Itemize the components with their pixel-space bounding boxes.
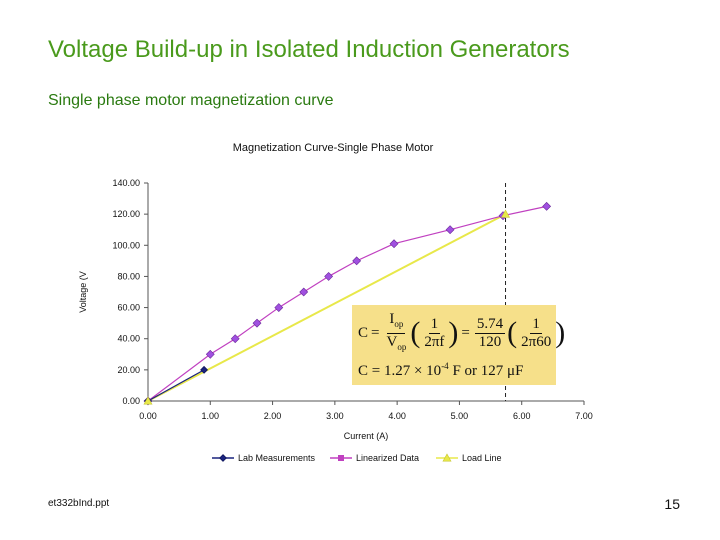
formula-2pi60: 2π60 xyxy=(521,333,552,350)
y-tick-label: 40.00 xyxy=(117,334,140,344)
series-lab-line xyxy=(147,369,205,402)
formula-v-sub: op xyxy=(397,341,407,352)
formula-equals: = xyxy=(371,324,380,341)
formula-lhs: C xyxy=(358,324,369,341)
x-tick-label: 1.00 xyxy=(202,411,220,421)
y-tick-label: 20.00 xyxy=(117,365,140,375)
legend-linearized-data-text: Linearized Data xyxy=(356,453,419,463)
x-tick-label: 6.00 xyxy=(513,411,531,421)
formula-result-tail: F or 127 μF xyxy=(448,363,524,379)
linearized-point xyxy=(352,256,362,266)
legend-load-line-text: Load Line xyxy=(462,453,502,463)
formula-one-2: 1 xyxy=(530,315,542,334)
x-axis-label: Current (A) xyxy=(344,431,389,441)
lab-point xyxy=(200,365,208,374)
formula-i-sub: op xyxy=(394,318,404,329)
y-tick-label: 80.00 xyxy=(117,271,140,281)
linearized-point xyxy=(324,272,334,281)
formula-i-over-v: Iop Vop xyxy=(384,311,408,356)
formula-2pif: 2πf xyxy=(424,333,445,350)
linearized-point xyxy=(274,303,284,312)
linearized-point xyxy=(205,349,215,359)
y-tick-label: 0.00 xyxy=(122,396,140,406)
capacitance-formula-box: C = Iop Vop ( 1 2πf ) = 5.74 120 ( 1 2π6… xyxy=(352,305,565,385)
chart-title: Magnetization Curve-Single Phase Motor xyxy=(233,142,434,154)
formula-v: V xyxy=(386,333,398,350)
formula-den-val: 120 xyxy=(478,333,502,350)
formula-i: I xyxy=(389,310,395,327)
linearized-point xyxy=(445,225,455,235)
x-tick-label: 0.00 xyxy=(139,411,157,421)
linearized-point xyxy=(389,239,399,249)
formula-result-head: C = 1.27 × 10 xyxy=(358,363,442,379)
page-number: 15 xyxy=(664,496,680,512)
legend-lab-measurements-text: Lab Measurements xyxy=(238,453,316,463)
legend-linearized-data-marker xyxy=(338,455,344,461)
linearized-point xyxy=(299,287,309,297)
x-tick-label: 7.00 xyxy=(575,411,593,421)
y-tick-label: 140.00 xyxy=(112,178,140,188)
load-line-point xyxy=(501,209,511,218)
linearized-point xyxy=(252,318,262,328)
formula-one: 1 xyxy=(428,315,441,334)
y-tick-label: 60.00 xyxy=(117,303,140,313)
formula-equals-2: = xyxy=(461,324,470,341)
footer-filename: et332bInd.ppt xyxy=(48,498,110,509)
legend-load-line-marker xyxy=(442,453,452,462)
x-tick-label: 2.00 xyxy=(264,411,282,421)
x-tick-label: 4.00 xyxy=(388,411,406,421)
linearized-point xyxy=(230,334,240,344)
y-tick-label: 120.00 xyxy=(112,209,140,219)
y-tick-label: 100.00 xyxy=(112,240,140,250)
slide-subtitle: Single phase motor magnetization curve xyxy=(48,92,334,109)
formula-one-over-2pi60: 1 2π60 xyxy=(519,316,553,351)
formula-values: 5.74 120 xyxy=(474,315,506,351)
formula-one-over-2pif: 1 2πf xyxy=(422,316,446,351)
x-tick-label: 3.00 xyxy=(326,411,344,421)
load-line-point xyxy=(143,396,153,405)
series-linearized-line xyxy=(147,205,547,402)
linearized-point xyxy=(542,201,552,211)
y-axis-label: Voltage (V xyxy=(78,271,88,313)
slide-title: Voltage Build-up in Isolated Induction G… xyxy=(48,36,570,63)
formula-result: C = 1.27 × 10-4 F or 127 μF xyxy=(358,361,523,380)
formula-num-val: 5.74 xyxy=(474,315,506,334)
x-tick-label: 5.00 xyxy=(451,411,469,421)
legend-lab-measurements-marker xyxy=(219,454,227,462)
formula-exponent: -4 xyxy=(441,361,449,371)
